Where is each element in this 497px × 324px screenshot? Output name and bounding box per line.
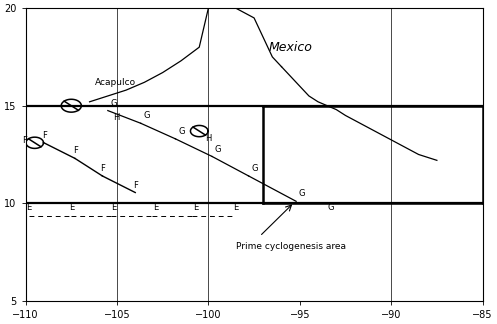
Text: G: G <box>215 145 221 154</box>
Text: F: F <box>42 131 47 140</box>
Text: E: E <box>69 203 74 212</box>
Text: H: H <box>113 112 120 122</box>
Text: E: E <box>111 203 116 212</box>
Text: Mexico: Mexico <box>269 41 313 54</box>
Text: G: G <box>110 99 117 108</box>
Text: E: E <box>233 203 239 212</box>
Text: G: G <box>327 203 333 212</box>
Text: G: G <box>144 111 150 120</box>
Text: F: F <box>100 164 105 173</box>
Text: Acapulco: Acapulco <box>95 78 136 87</box>
Text: G: G <box>251 164 258 173</box>
Text: G: G <box>299 190 305 198</box>
Text: H: H <box>205 134 211 143</box>
Text: E: E <box>193 203 198 212</box>
Text: F: F <box>133 180 138 190</box>
Text: F: F <box>73 146 78 156</box>
Text: F: F <box>22 136 27 145</box>
Text: E: E <box>153 203 158 212</box>
Text: E: E <box>27 203 32 212</box>
Text: G: G <box>178 127 185 136</box>
Text: Prime cyclogenesis area: Prime cyclogenesis area <box>236 242 345 251</box>
